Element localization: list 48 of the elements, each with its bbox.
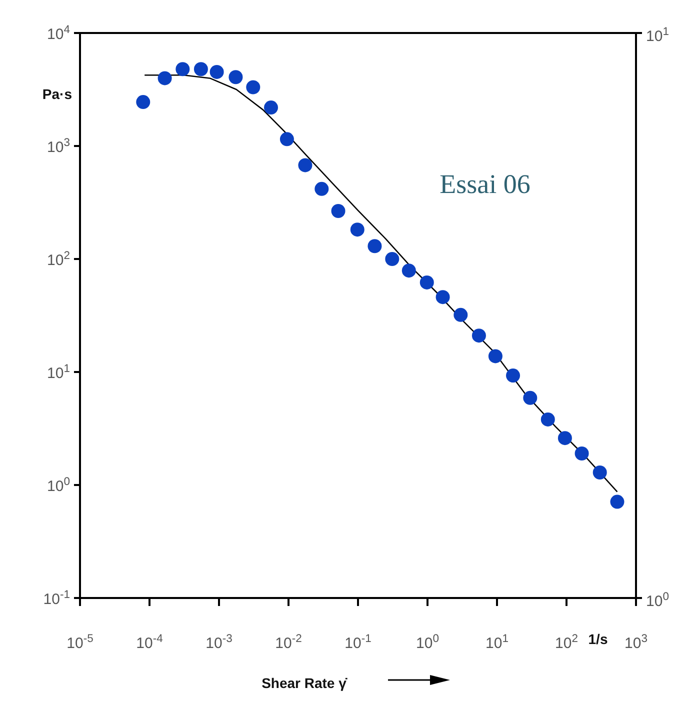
point bbox=[523, 390, 538, 405]
point bbox=[472, 328, 486, 343]
point bbox=[558, 431, 572, 446]
point bbox=[264, 100, 278, 115]
point bbox=[210, 64, 224, 79]
y-tick-label: 10$^{4}$ bbox=[47, 24, 70, 43]
x-tick-label: 10$^{-5}$ bbox=[66, 633, 94, 652]
point bbox=[298, 158, 312, 172]
x-tick-label: 10$^{3}$ bbox=[624, 633, 648, 652]
text: 1/s bbox=[588, 631, 608, 647]
point bbox=[402, 264, 416, 278]
point bbox=[331, 204, 346, 218]
x-tick-label: 10$^{-2}$ bbox=[275, 633, 302, 652]
x-tick-label: 10$^{-4}$ bbox=[136, 633, 163, 652]
x-tick-label: 10$^{2}$ bbox=[555, 633, 578, 652]
y2-tick-label: 10$^{0}$ bbox=[646, 591, 669, 610]
point bbox=[610, 494, 624, 509]
point bbox=[592, 466, 607, 480]
y-tick-label: 10$^{1}$ bbox=[47, 363, 70, 382]
point bbox=[176, 62, 190, 76]
y-axis-title: Pa·s bbox=[42, 86, 72, 102]
point bbox=[540, 412, 555, 426]
point bbox=[368, 239, 382, 254]
point bbox=[385, 252, 400, 266]
x-tick-label: 10$^{1}$ bbox=[486, 633, 508, 652]
y-tick-label: 10$^{0}$ bbox=[47, 476, 70, 495]
point bbox=[350, 222, 364, 237]
point bbox=[280, 132, 294, 146]
point bbox=[158, 71, 172, 86]
point bbox=[246, 80, 260, 94]
x-tick-label: 10$^{-1}$ bbox=[344, 633, 372, 652]
point bbox=[506, 368, 520, 383]
y2-tick-label: 10$^{1}$ bbox=[646, 26, 669, 45]
y-tick-label: 10$^{2}$ bbox=[47, 250, 70, 269]
point bbox=[420, 275, 434, 290]
point bbox=[488, 349, 502, 364]
annotation: Essai 06 bbox=[440, 169, 530, 199]
x-tick-label: 10$^{0}$ bbox=[416, 633, 439, 652]
point bbox=[454, 308, 468, 322]
x-tick-label: 10$^{-3}$ bbox=[206, 633, 232, 652]
y-tick-label: 10$^{3}$ bbox=[47, 137, 70, 156]
y-tick-label: 10$^{-1}$ bbox=[43, 589, 70, 608]
point bbox=[194, 62, 208, 76]
point bbox=[228, 70, 243, 84]
point bbox=[436, 290, 450, 304]
point bbox=[314, 182, 329, 196]
x-axis-title: Shear Rate γ̇ bbox=[262, 675, 348, 691]
point bbox=[574, 446, 589, 460]
